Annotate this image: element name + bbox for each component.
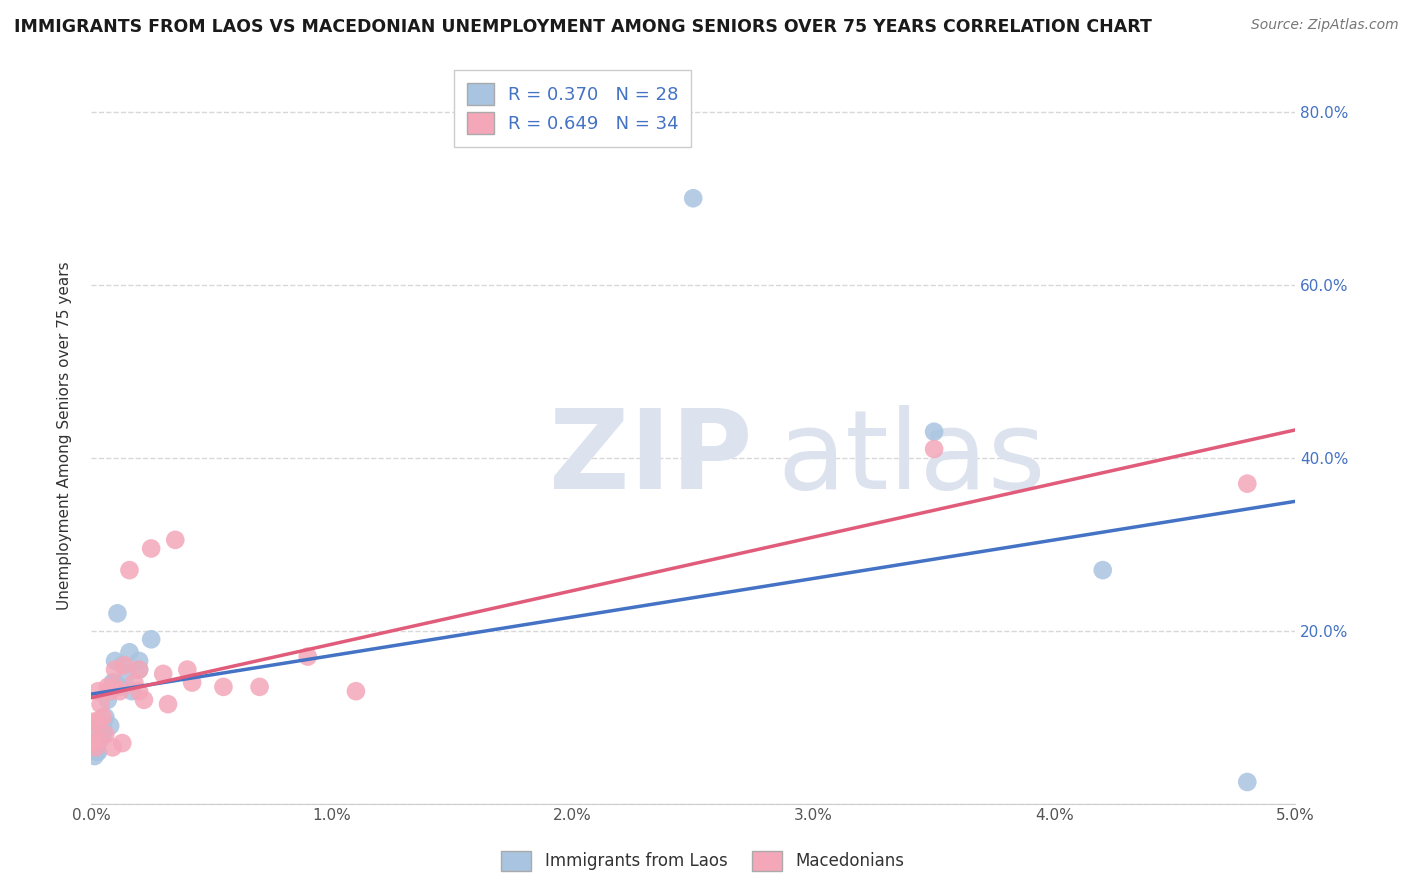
- Point: [90, 719, 112, 733]
- Point: [1091, 563, 1114, 577]
- Legend: Immigrants from Laos, Macedonians: Immigrants from Laos, Macedonians: [494, 842, 912, 880]
- Point: [84, 740, 107, 755]
- Point: [165, 533, 187, 547]
- Point: [118, 645, 141, 659]
- Point: [82, 736, 104, 750]
- Point: [83, 714, 105, 729]
- Point: [87, 714, 110, 729]
- Text: Source: ZipAtlas.com: Source: ZipAtlas.com: [1251, 18, 1399, 32]
- Point: [98, 684, 121, 698]
- Point: [104, 663, 127, 677]
- Point: [90, 731, 112, 746]
- Point: [128, 663, 150, 677]
- Point: [114, 658, 136, 673]
- Point: [101, 675, 124, 690]
- Point: [1236, 476, 1258, 491]
- Point: [104, 654, 127, 668]
- Point: [157, 697, 180, 711]
- Text: IMMIGRANTS FROM LAOS VS MACEDONIAN UNEMPLOYMENT AMONG SENIORS OVER 75 YEARS CORR: IMMIGRANTS FROM LAOS VS MACEDONIAN UNEMP…: [14, 18, 1152, 36]
- Point: [104, 680, 127, 694]
- Point: [97, 680, 120, 694]
- Point: [87, 684, 110, 698]
- Point: [98, 719, 121, 733]
- Text: ZIP: ZIP: [548, 405, 752, 512]
- Point: [101, 740, 124, 755]
- Point: [83, 749, 105, 764]
- Point: [97, 693, 120, 707]
- Point: [128, 663, 150, 677]
- Point: [152, 666, 174, 681]
- Point: [94, 727, 117, 741]
- Point: [107, 607, 129, 621]
- Point: [108, 680, 131, 694]
- Point: [124, 675, 146, 690]
- Point: [128, 684, 150, 698]
- Text: atlas: atlas: [778, 405, 1046, 512]
- Point: [111, 658, 134, 673]
- Point: [91, 710, 114, 724]
- Point: [115, 666, 138, 681]
- Legend: R = 0.370   N = 28, R = 0.649   N = 34: R = 0.370 N = 28, R = 0.649 N = 34: [454, 70, 692, 147]
- Point: [297, 649, 319, 664]
- Point: [94, 710, 117, 724]
- Point: [212, 680, 235, 694]
- Y-axis label: Unemployment Among Seniors over 75 years: Unemployment Among Seniors over 75 years: [58, 261, 72, 610]
- Point: [141, 632, 163, 647]
- Point: [118, 563, 141, 577]
- Point: [86, 745, 108, 759]
- Point: [1236, 775, 1258, 789]
- Point: [86, 731, 108, 746]
- Point: [132, 693, 155, 707]
- Point: [111, 736, 134, 750]
- Point: [87, 727, 110, 741]
- Point: [91, 727, 114, 741]
- Point: [104, 675, 127, 690]
- Point: [91, 719, 114, 733]
- Point: [121, 684, 143, 698]
- Point: [922, 442, 945, 456]
- Point: [176, 663, 198, 677]
- Point: [108, 684, 131, 698]
- Point: [90, 697, 112, 711]
- Point: [141, 541, 163, 556]
- Point: [249, 680, 271, 694]
- Point: [84, 740, 107, 755]
- Point: [922, 425, 945, 439]
- Point: [87, 745, 110, 759]
- Point: [682, 191, 704, 205]
- Point: [181, 675, 204, 690]
- Point: [344, 684, 367, 698]
- Point: [128, 654, 150, 668]
